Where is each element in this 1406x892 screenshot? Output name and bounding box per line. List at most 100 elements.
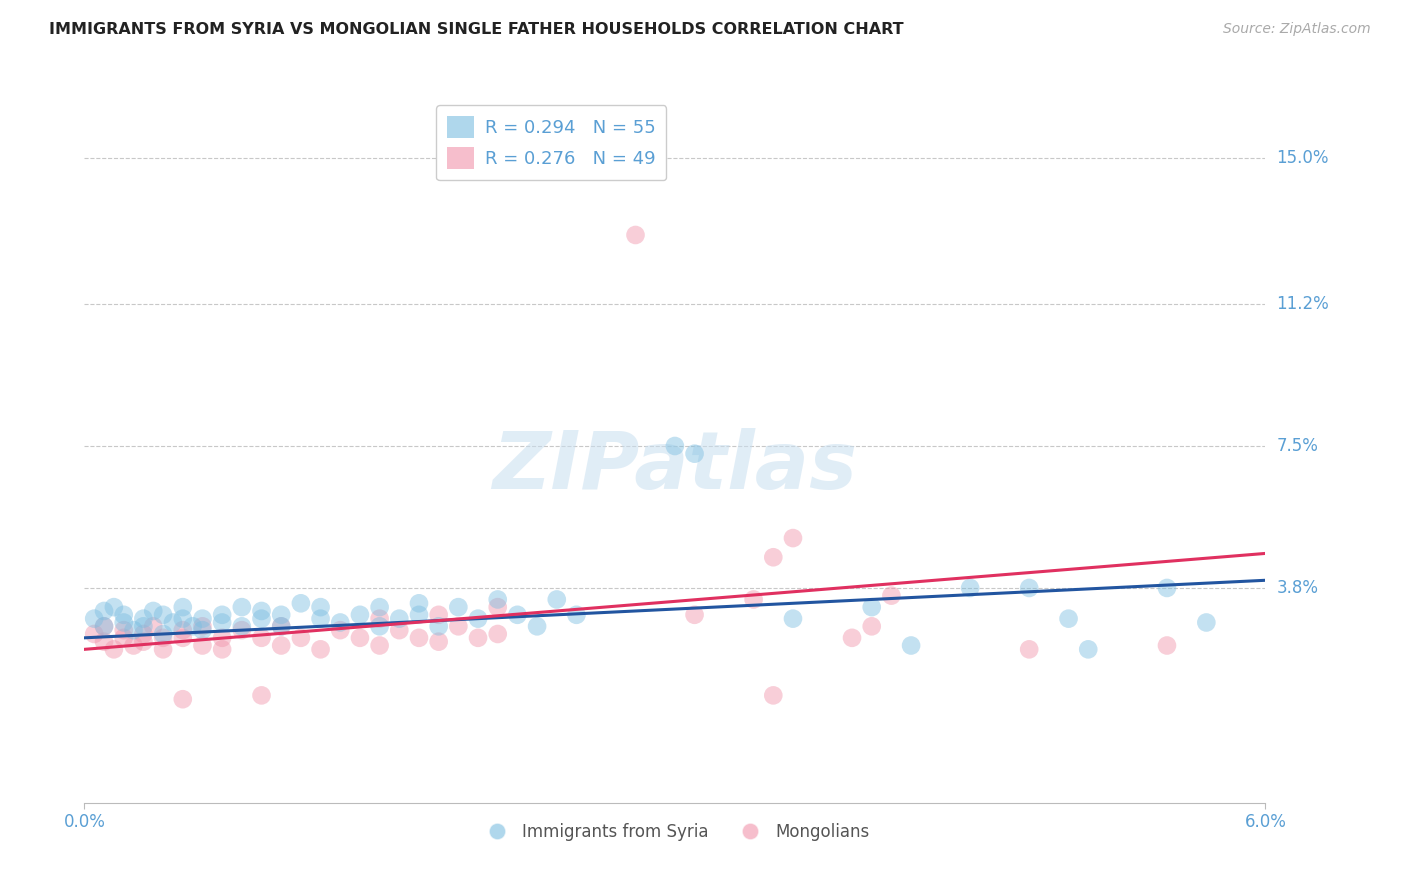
- Point: [900, 639, 922, 653]
- Point: [427, 634, 450, 648]
- Point: [231, 619, 253, 633]
- Point: [486, 592, 509, 607]
- Point: [103, 642, 125, 657]
- Point: [546, 592, 568, 607]
- Point: [860, 600, 883, 615]
- Point: [486, 600, 509, 615]
- Point: [103, 600, 125, 615]
- Point: [172, 612, 194, 626]
- Point: [329, 623, 352, 637]
- Point: [782, 612, 804, 626]
- Point: [309, 642, 332, 657]
- Point: [388, 623, 411, 637]
- Point: [250, 604, 273, 618]
- Text: Source: ZipAtlas.com: Source: ZipAtlas.com: [1223, 22, 1371, 37]
- Point: [427, 607, 450, 622]
- Point: [624, 227, 647, 242]
- Point: [290, 631, 312, 645]
- Point: [250, 631, 273, 645]
- Point: [1156, 581, 1178, 595]
- Text: ZIPatlas: ZIPatlas: [492, 428, 858, 507]
- Point: [231, 600, 253, 615]
- Point: [93, 619, 115, 633]
- Point: [565, 607, 588, 622]
- Point: [181, 619, 204, 633]
- Point: [408, 607, 430, 622]
- Point: [112, 607, 135, 622]
- Point: [270, 619, 292, 633]
- Point: [122, 639, 145, 653]
- Point: [447, 619, 470, 633]
- Point: [211, 631, 233, 645]
- Point: [112, 631, 135, 645]
- Point: [142, 619, 165, 633]
- Point: [270, 619, 292, 633]
- Point: [152, 631, 174, 645]
- Point: [742, 592, 765, 607]
- Point: [191, 612, 214, 626]
- Point: [172, 631, 194, 645]
- Point: [427, 619, 450, 633]
- Point: [231, 623, 253, 637]
- Point: [83, 612, 105, 626]
- Point: [506, 607, 529, 622]
- Point: [349, 607, 371, 622]
- Point: [368, 619, 391, 633]
- Point: [112, 615, 135, 630]
- Point: [270, 639, 292, 653]
- Point: [309, 612, 332, 626]
- Point: [83, 627, 105, 641]
- Point: [368, 612, 391, 626]
- Point: [1195, 615, 1218, 630]
- Point: [388, 612, 411, 626]
- Point: [152, 642, 174, 657]
- Point: [349, 631, 371, 645]
- Point: [142, 604, 165, 618]
- Point: [880, 589, 903, 603]
- Point: [1057, 612, 1080, 626]
- Point: [191, 639, 214, 653]
- Point: [683, 447, 706, 461]
- Point: [309, 600, 332, 615]
- Point: [408, 596, 430, 610]
- Y-axis label: Single Father Households: Single Father Households: [0, 349, 7, 543]
- Point: [1018, 581, 1040, 595]
- Point: [467, 612, 489, 626]
- Point: [152, 627, 174, 641]
- Point: [1156, 639, 1178, 653]
- Point: [132, 634, 155, 648]
- Point: [211, 615, 233, 630]
- Point: [467, 631, 489, 645]
- Point: [172, 600, 194, 615]
- Point: [93, 619, 115, 633]
- Point: [162, 615, 184, 630]
- Point: [191, 623, 214, 637]
- Legend: Immigrants from Syria, Mongolians: Immigrants from Syria, Mongolians: [474, 817, 876, 848]
- Text: 11.2%: 11.2%: [1277, 295, 1329, 313]
- Point: [408, 631, 430, 645]
- Point: [762, 689, 785, 703]
- Text: 7.5%: 7.5%: [1277, 437, 1319, 455]
- Point: [782, 531, 804, 545]
- Text: 15.0%: 15.0%: [1277, 149, 1329, 168]
- Point: [860, 619, 883, 633]
- Point: [211, 642, 233, 657]
- Text: IMMIGRANTS FROM SYRIA VS MONGOLIAN SINGLE FATHER HOUSEHOLDS CORRELATION CHART: IMMIGRANTS FROM SYRIA VS MONGOLIAN SINGL…: [49, 22, 904, 37]
- Text: 3.8%: 3.8%: [1277, 579, 1319, 597]
- Point: [841, 631, 863, 645]
- Point: [368, 600, 391, 615]
- Point: [329, 615, 352, 630]
- Point: [211, 607, 233, 622]
- Point: [368, 639, 391, 653]
- Point: [526, 619, 548, 633]
- Point: [172, 692, 194, 706]
- Point: [122, 623, 145, 637]
- Point: [93, 604, 115, 618]
- Point: [250, 689, 273, 703]
- Point: [132, 612, 155, 626]
- Point: [447, 600, 470, 615]
- Point: [270, 607, 292, 622]
- Point: [132, 619, 155, 633]
- Point: [1018, 642, 1040, 657]
- Point: [250, 612, 273, 626]
